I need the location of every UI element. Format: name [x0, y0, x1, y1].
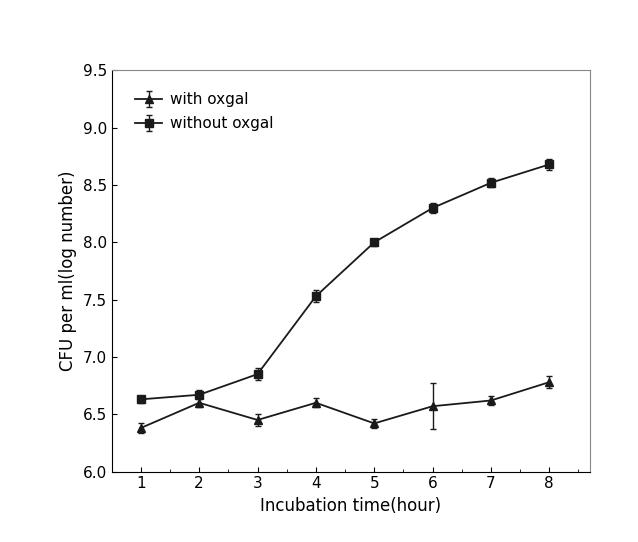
X-axis label: Incubation time(hour): Incubation time(hour) — [260, 497, 441, 515]
Y-axis label: CFU per ml(log number): CFU per ml(log number) — [59, 171, 77, 371]
Legend: with oxgal, without oxgal: with oxgal, without oxgal — [129, 86, 279, 138]
